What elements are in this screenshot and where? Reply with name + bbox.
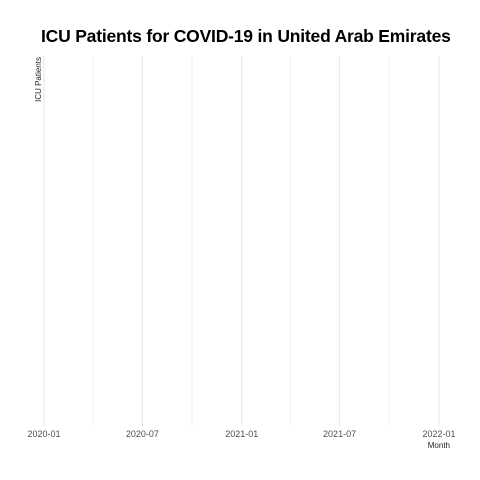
chart-title: ICU Patients for COVID-19 in United Arab… — [41, 26, 451, 46]
x-tick-label: 2020-07 — [126, 429, 159, 439]
x-axis-label: Month — [427, 441, 450, 450]
x-tick-label: 2021-07 — [323, 429, 356, 439]
x-tick-label: 2021-01 — [225, 429, 258, 439]
x-tick-label: 2022-01 — [422, 429, 455, 439]
x-tick-label: 2020-01 — [27, 429, 60, 439]
